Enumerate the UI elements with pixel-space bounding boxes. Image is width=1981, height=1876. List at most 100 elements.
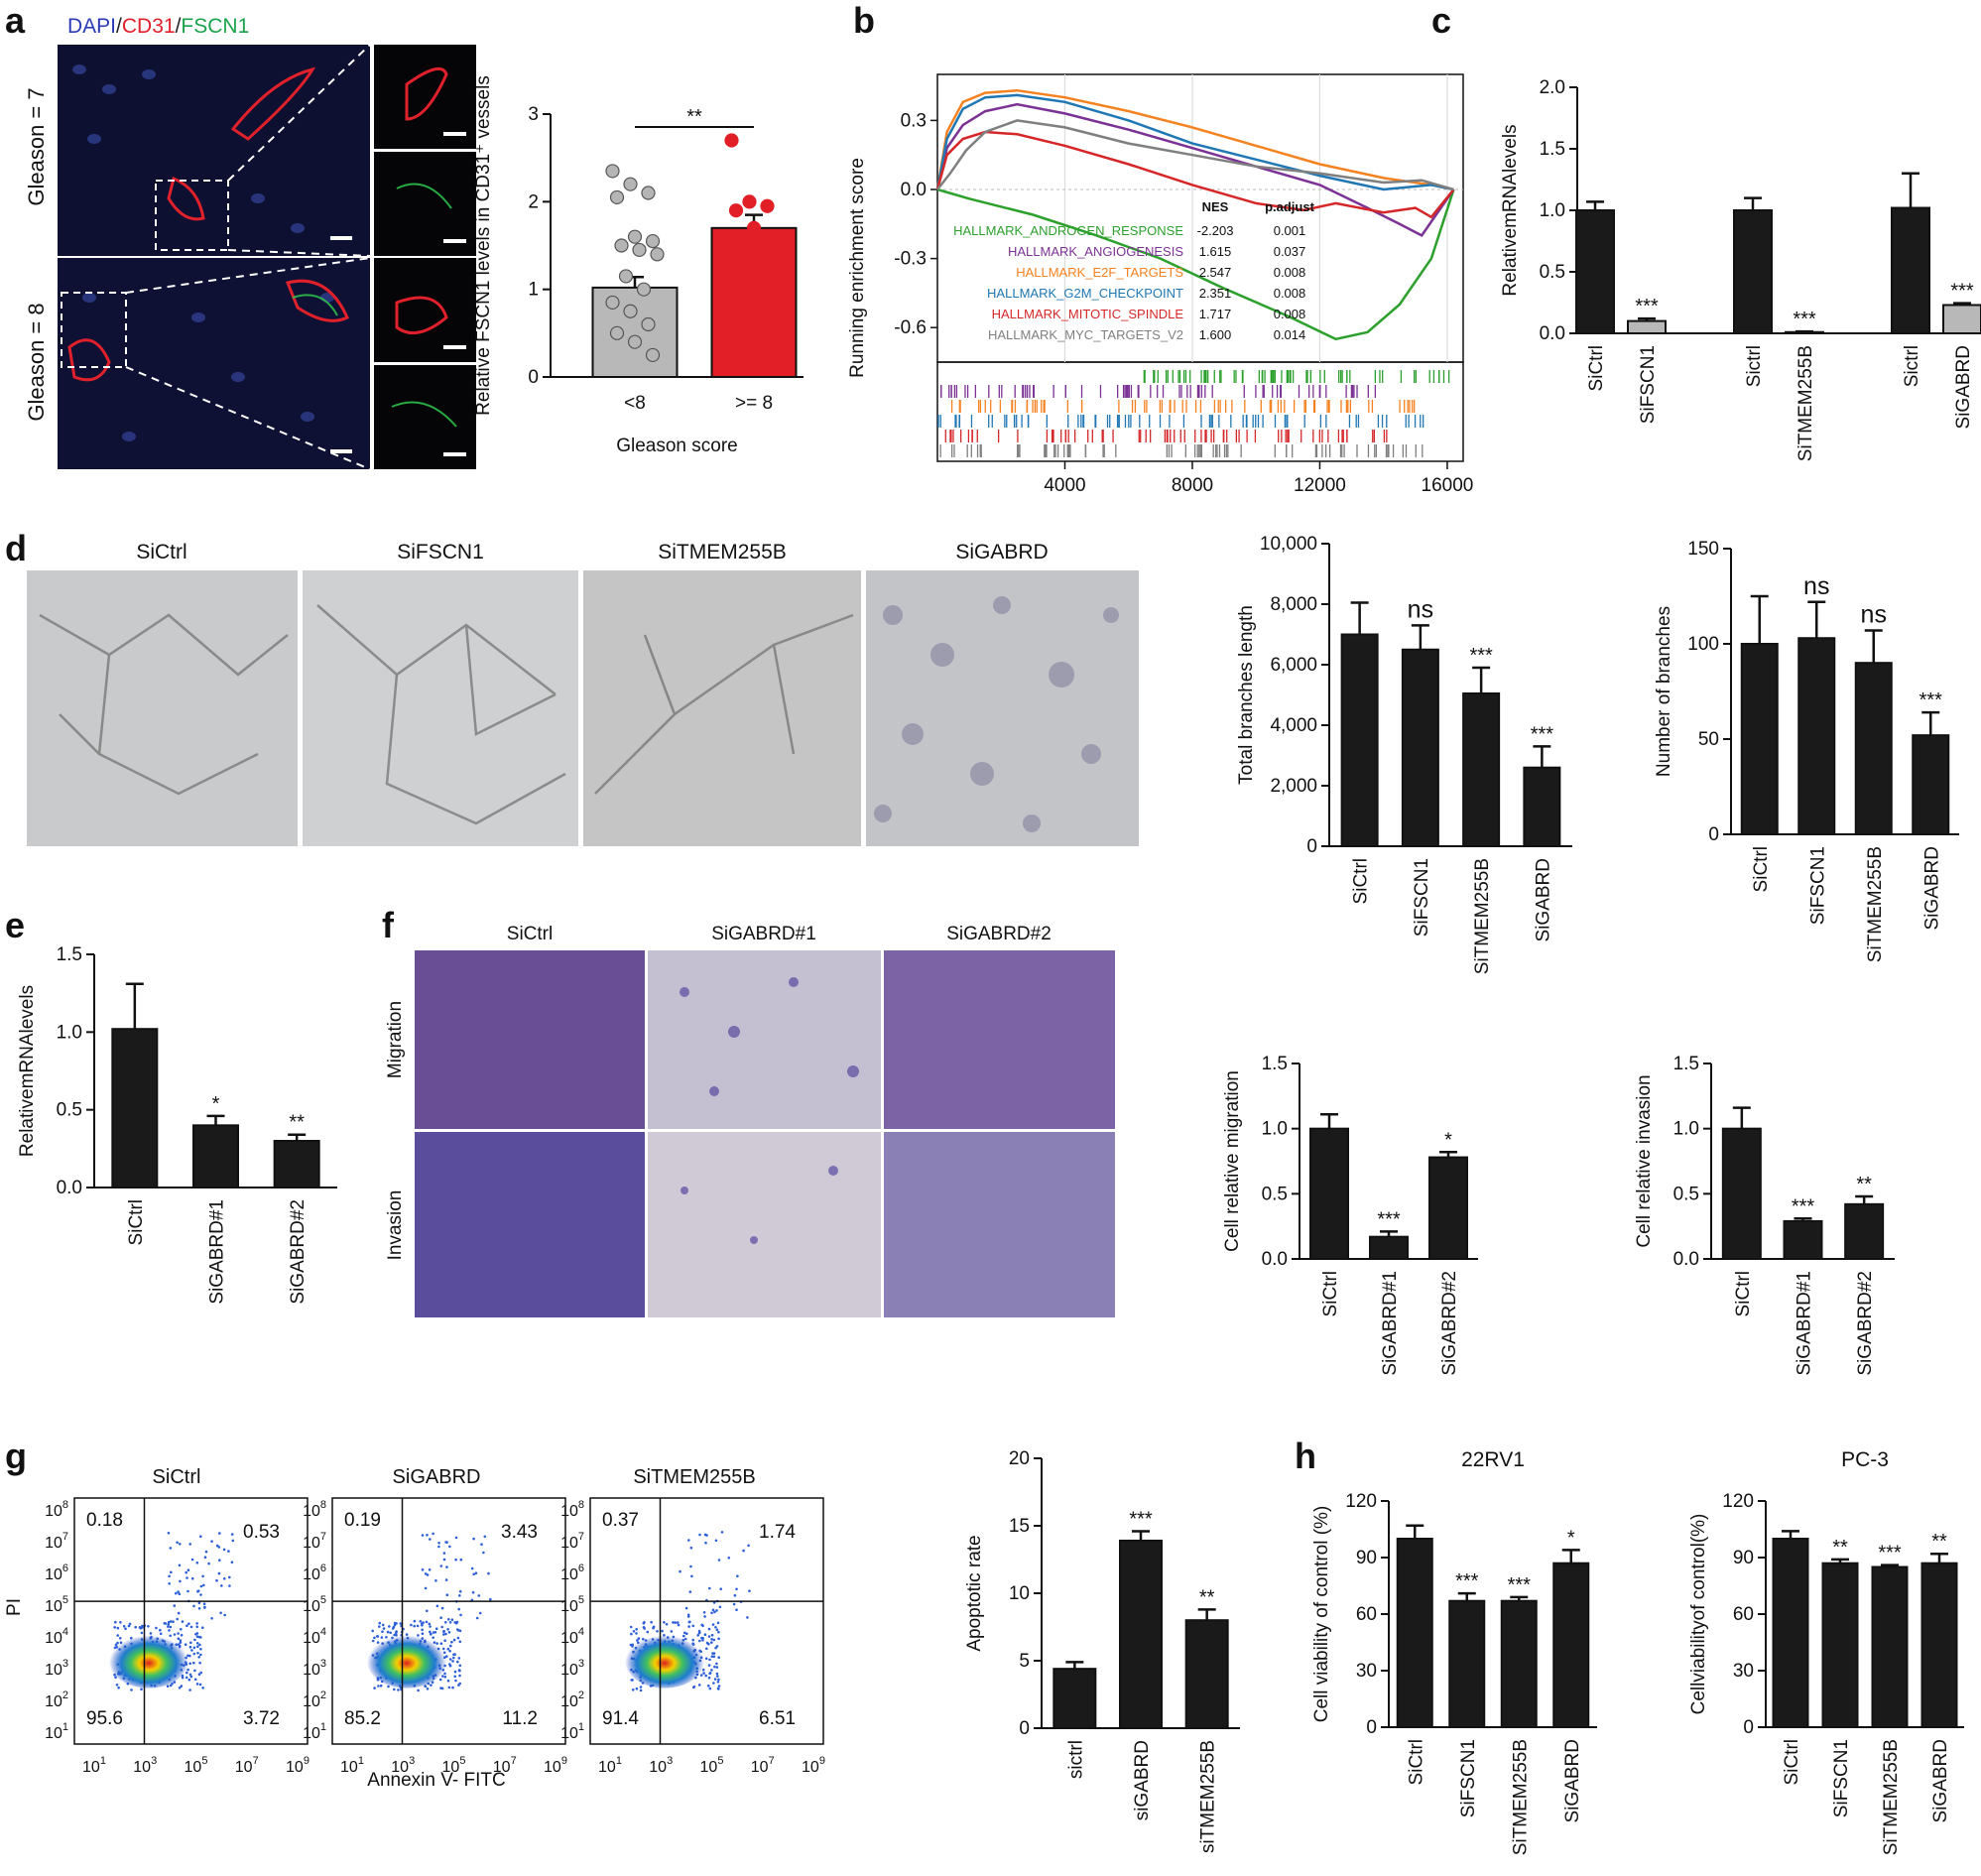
significance-mark: *** (1793, 309, 1816, 330)
event-dot (442, 1630, 445, 1634)
bar-sitmem255b (1462, 691, 1501, 847)
significance-mark: ns (1408, 595, 1433, 623)
micrograph-gleason8 (58, 258, 370, 469)
panel-f-images: SiCtrl SiGABRD#1 SiGABRD#2 Migration Inv… (385, 924, 1115, 1317)
flow-ylabel: PI (4, 1598, 25, 1616)
event-dot (687, 1539, 690, 1542)
quadrant-ul: 0.37 (602, 1510, 639, 1531)
significance-mark: ns (1861, 601, 1887, 629)
event-dot (478, 1611, 482, 1615)
quadrant-lr: 11.2 (502, 1708, 538, 1729)
event-dot (676, 1621, 680, 1624)
x-tick-label: Sictrl (1744, 345, 1765, 387)
event-dot (184, 1643, 187, 1646)
event-dot (426, 1609, 429, 1613)
event-dot (458, 1664, 462, 1668)
data-point (623, 177, 638, 191)
event-dot (445, 1593, 449, 1596)
data-point (605, 164, 620, 179)
event-dot (703, 1615, 706, 1618)
event-dot (426, 1688, 430, 1690)
event-dot (159, 1628, 162, 1632)
y-tick-label: 10,000 (1260, 534, 1317, 555)
event-dot (457, 1657, 461, 1660)
event-dot (424, 1685, 427, 1688)
event-dot (180, 1685, 184, 1688)
event-dot (186, 1568, 190, 1571)
event-dot (672, 1621, 675, 1624)
event-dot (195, 1642, 199, 1645)
x-tick-label: SiGABRD (1921, 846, 1942, 930)
y-tick-label: 8,000 (1270, 594, 1317, 615)
event-dot (218, 1559, 221, 1562)
event-dot (395, 1622, 398, 1625)
y-tick-label: 1.5 (1540, 139, 1565, 160)
bar-sitmem255b (1500, 1599, 1538, 1728)
x-tick-label: SiCtrl (1733, 1271, 1754, 1316)
gsea-row-padjust: 0.037 (1274, 244, 1306, 259)
gsea-row-padjust: 0.001 (1274, 223, 1306, 238)
event-dot (203, 1606, 206, 1609)
x-tick-label: <8 (624, 393, 646, 414)
event-dot (720, 1531, 724, 1534)
event-dot (421, 1624, 424, 1627)
event-dot (388, 1625, 391, 1628)
event-dot (446, 1628, 449, 1631)
transwell-row-migration: Migration (385, 1001, 406, 1078)
y-axis-label: Running enrichment score (847, 158, 868, 378)
event-dot (445, 1565, 448, 1568)
migration-sigabrd1 (648, 950, 881, 1129)
event-dot (193, 1669, 196, 1673)
panel-b-gsea: 4000 8000 12000 16000 -0.6 -0.3 0.0 0.3 Running … (847, 73, 1473, 496)
y-tick-label: 0.5 (57, 1100, 82, 1121)
x-tick-label: SiTMEM255B (1865, 846, 1886, 962)
tube-label-sitmem255b: SiTMEM255B (658, 541, 787, 563)
x-tick-label: >= 8 (735, 393, 773, 414)
event-dot (710, 1611, 713, 1615)
event-dot (707, 1627, 711, 1631)
y-tick-label: 1.0 (57, 1022, 82, 1043)
event-dot (113, 1626, 116, 1629)
event-dot (173, 1633, 177, 1636)
significance-mark: ** (1931, 1531, 1947, 1553)
series-line-2 (935, 88, 1454, 191)
y-tick-label: 90 (1356, 1548, 1377, 1568)
x-tick-label: SiCtrl (1406, 1739, 1426, 1785)
event-dot (696, 1634, 699, 1637)
y-tick-label: 1.5 (1673, 1054, 1699, 1074)
event-dot (686, 1615, 690, 1618)
event-dot (656, 1630, 659, 1633)
y-tick-label: 1.0 (1673, 1119, 1699, 1140)
event-dot (700, 1636, 703, 1640)
gsea-row-nes: 1.615 (1199, 244, 1232, 259)
event-dot (190, 1558, 194, 1562)
y-tick-label: 6,000 (1270, 655, 1317, 676)
x-tick-label: SiFSCN1 (1807, 846, 1828, 925)
data-point (627, 229, 643, 244)
bar-sictrl (1721, 1127, 1762, 1260)
event-dot (117, 1686, 120, 1689)
event-dot (167, 1532, 171, 1535)
event-dot (717, 1688, 720, 1690)
data-point (737, 273, 753, 288)
event-dot (176, 1541, 179, 1545)
y-tick-label: 0.0 (1673, 1249, 1699, 1270)
event-dot (421, 1534, 425, 1537)
y-tick-label: 30 (1356, 1661, 1377, 1682)
event-dot (698, 1639, 701, 1643)
y-tick-label: 104 (560, 1626, 584, 1647)
bar-sigabrd (1942, 304, 1981, 335)
significance-mark: *** (1792, 1195, 1815, 1217)
y-tick-label: 20 (1009, 1448, 1030, 1469)
event-dot (195, 1683, 199, 1686)
tube-image-sifscn1 (303, 570, 578, 846)
y-tick-label: 0 (528, 367, 539, 388)
event-dot (715, 1628, 719, 1632)
y-tick-label: 0.5 (1673, 1184, 1699, 1204)
event-dot (194, 1633, 197, 1636)
flow-plot-0: 0.18 0.53 95.6 3.72 101 103 105 107 109 101 102 103… (45, 1497, 310, 1776)
event-dot (230, 1533, 234, 1536)
data-point (614, 238, 629, 253)
event-dot (141, 1624, 144, 1628)
event-dot (220, 1584, 223, 1587)
